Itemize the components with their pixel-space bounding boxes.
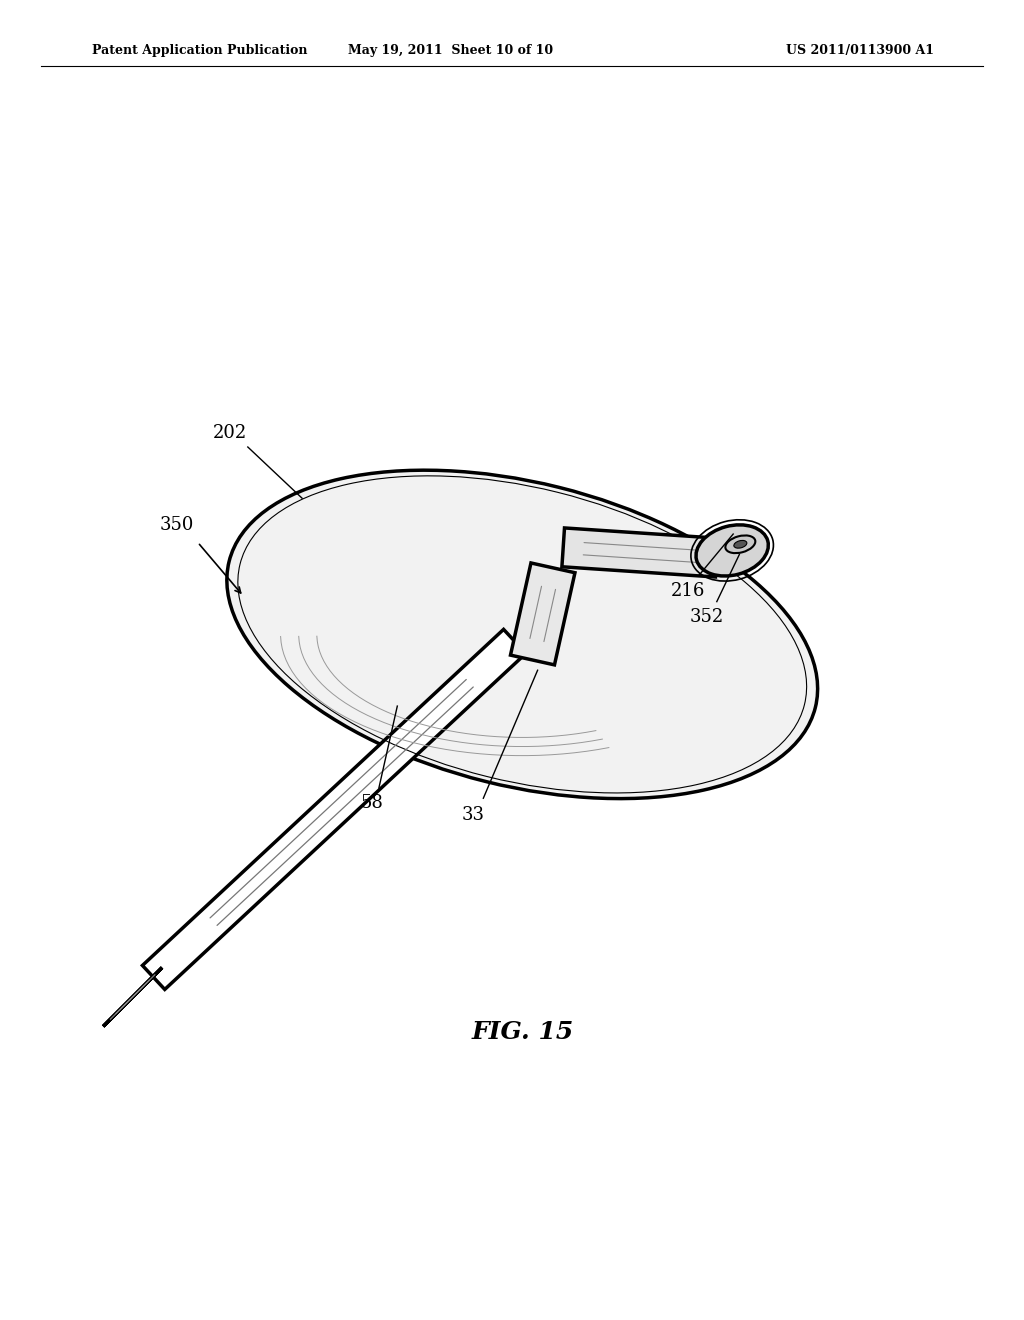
Ellipse shape xyxy=(227,470,817,799)
Ellipse shape xyxy=(725,536,756,553)
Text: 350: 350 xyxy=(160,516,195,533)
Text: FIG. 15: FIG. 15 xyxy=(471,1020,573,1044)
Polygon shape xyxy=(511,562,574,665)
Text: 58: 58 xyxy=(360,795,383,812)
Text: May 19, 2011  Sheet 10 of 10: May 19, 2011 Sheet 10 of 10 xyxy=(348,44,553,57)
Text: 216: 216 xyxy=(671,582,706,601)
Text: 33: 33 xyxy=(462,805,484,824)
Polygon shape xyxy=(142,630,526,990)
Ellipse shape xyxy=(734,540,746,548)
Polygon shape xyxy=(103,968,162,1027)
Text: Patent Application Publication: Patent Application Publication xyxy=(92,44,307,57)
Polygon shape xyxy=(562,528,718,577)
Text: US 2011/0113900 A1: US 2011/0113900 A1 xyxy=(786,44,934,57)
Ellipse shape xyxy=(696,525,768,576)
Text: 202: 202 xyxy=(213,424,248,442)
Text: 352: 352 xyxy=(689,609,724,626)
